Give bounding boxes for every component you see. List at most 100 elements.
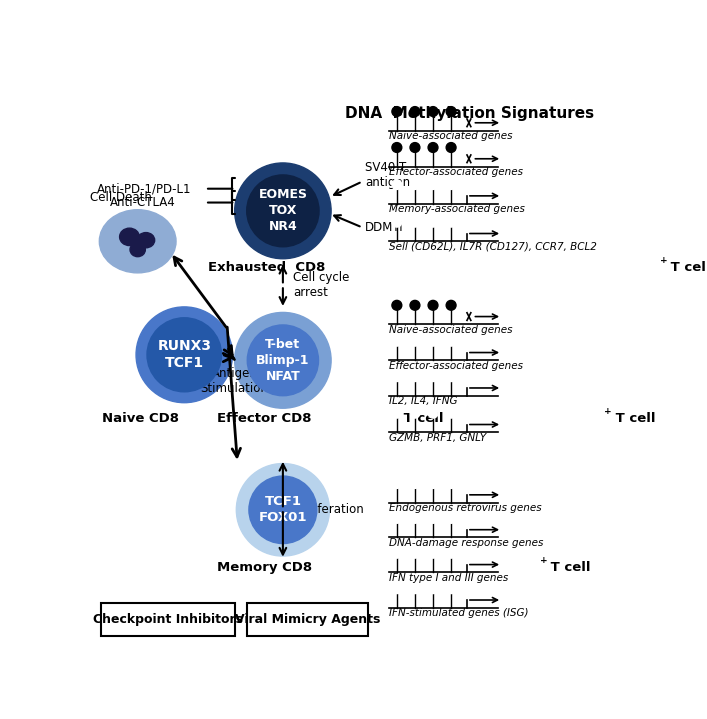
Text: SV40 T
antigen: SV40 T antigen (365, 161, 410, 189)
Text: DDMTi: DDMTi (365, 221, 404, 234)
Text: Memory CD8: Memory CD8 (217, 562, 312, 574)
Ellipse shape (446, 513, 456, 523)
Ellipse shape (428, 217, 438, 227)
Ellipse shape (235, 163, 331, 259)
Ellipse shape (410, 372, 420, 382)
Text: Memory-associated genes: Memory-associated genes (389, 204, 525, 214)
Ellipse shape (410, 584, 420, 594)
Ellipse shape (247, 175, 319, 247)
Text: Cell Death: Cell Death (90, 191, 152, 203)
Ellipse shape (446, 408, 456, 418)
Text: +: + (660, 256, 667, 265)
Ellipse shape (428, 584, 438, 594)
Ellipse shape (410, 408, 420, 418)
Text: Effector-associated genes: Effector-associated genes (389, 167, 522, 177)
Ellipse shape (446, 479, 456, 488)
Ellipse shape (392, 513, 402, 523)
Ellipse shape (410, 301, 420, 310)
Text: Sell (CD62L), IL7R (CD127), CCR7, BCL2: Sell (CD62L), IL7R (CD127), CCR7, BCL2 (389, 242, 597, 252)
Ellipse shape (428, 372, 438, 382)
Text: +: + (604, 407, 612, 416)
Text: Checkpoint Inhibitors: Checkpoint Inhibitors (93, 613, 243, 626)
Ellipse shape (392, 372, 402, 382)
Text: T cell: T cell (547, 562, 591, 574)
Text: Anti-PD-1/PD-L1: Anti-PD-1/PD-L1 (97, 182, 191, 195)
Ellipse shape (428, 408, 438, 418)
Ellipse shape (392, 479, 402, 488)
Text: Effector CD8: Effector CD8 (217, 412, 312, 425)
Ellipse shape (147, 318, 221, 392)
Ellipse shape (410, 180, 420, 190)
Text: EOMES
TOX
NR4: EOMES TOX NR4 (258, 188, 308, 234)
Ellipse shape (137, 232, 155, 248)
Text: T cell: T cell (611, 412, 655, 425)
Ellipse shape (392, 336, 402, 346)
Ellipse shape (446, 142, 456, 152)
Ellipse shape (392, 301, 402, 310)
FancyBboxPatch shape (101, 603, 235, 636)
Ellipse shape (247, 325, 319, 395)
Ellipse shape (446, 336, 456, 346)
Ellipse shape (446, 372, 456, 382)
Ellipse shape (410, 549, 420, 558)
Ellipse shape (428, 180, 438, 190)
Ellipse shape (130, 242, 146, 257)
Ellipse shape (105, 235, 124, 249)
Ellipse shape (136, 307, 233, 403)
Ellipse shape (428, 336, 438, 346)
Ellipse shape (99, 210, 176, 273)
Text: +: + (392, 407, 400, 416)
Ellipse shape (235, 313, 331, 408)
Ellipse shape (428, 142, 438, 152)
Text: Exhausted  CD8: Exhausted CD8 (208, 262, 325, 275)
Text: Endogenous retrovirus genes: Endogenous retrovirus genes (389, 503, 542, 513)
Ellipse shape (428, 301, 438, 310)
Ellipse shape (410, 142, 420, 152)
Ellipse shape (410, 479, 420, 488)
Ellipse shape (428, 106, 438, 116)
Text: Naive CD8: Naive CD8 (102, 412, 179, 425)
Ellipse shape (446, 180, 456, 190)
Text: DNA  Methylation Signatures: DNA Methylation Signatures (344, 106, 594, 121)
Ellipse shape (392, 180, 402, 190)
Text: T cell: T cell (666, 262, 707, 275)
Ellipse shape (392, 584, 402, 594)
Ellipse shape (392, 106, 402, 116)
Ellipse shape (410, 336, 420, 346)
Text: IFN-stimulated genes (ISG): IFN-stimulated genes (ISG) (389, 608, 528, 618)
Text: Cell cycle
arrest: Cell cycle arrest (293, 271, 349, 299)
Ellipse shape (446, 549, 456, 558)
Text: RUNX3
TCF1: RUNX3 TCF1 (157, 339, 211, 370)
Text: Anti-CTLA4: Anti-CTLA4 (110, 196, 176, 209)
Text: Naive-associated genes: Naive-associated genes (389, 325, 512, 335)
Ellipse shape (236, 464, 329, 556)
Text: Antigen
Stimulation: Antigen Stimulation (201, 367, 269, 395)
Text: +: + (540, 557, 547, 565)
Text: T-bet
Blimp-1
NFAT: T-bet Blimp-1 NFAT (256, 338, 310, 383)
Ellipse shape (428, 549, 438, 558)
FancyBboxPatch shape (247, 603, 368, 636)
Ellipse shape (392, 142, 402, 152)
Text: Proliferation: Proliferation (293, 503, 365, 516)
Ellipse shape (410, 106, 420, 116)
Ellipse shape (446, 106, 456, 116)
Text: TCF1
FOX01: TCF1 FOX01 (259, 495, 307, 524)
Ellipse shape (446, 584, 456, 594)
Ellipse shape (249, 476, 317, 544)
Ellipse shape (392, 408, 402, 418)
Ellipse shape (428, 513, 438, 523)
Text: DNA-damage response genes: DNA-damage response genes (389, 538, 543, 548)
Text: IFN type I and III genes: IFN type I and III genes (389, 573, 508, 583)
Ellipse shape (428, 479, 438, 488)
Ellipse shape (392, 549, 402, 558)
Text: Effector-associated genes: Effector-associated genes (389, 361, 522, 371)
Text: Naive-associated genes: Naive-associated genes (389, 131, 512, 141)
Ellipse shape (107, 244, 131, 260)
Text: GZMB, PRF1, GNLY: GZMB, PRF1, GNLY (389, 433, 486, 443)
Ellipse shape (446, 217, 456, 227)
Ellipse shape (392, 217, 402, 227)
Ellipse shape (119, 228, 139, 246)
Ellipse shape (446, 301, 456, 310)
Text: T cell: T cell (399, 412, 443, 425)
Ellipse shape (410, 217, 420, 227)
